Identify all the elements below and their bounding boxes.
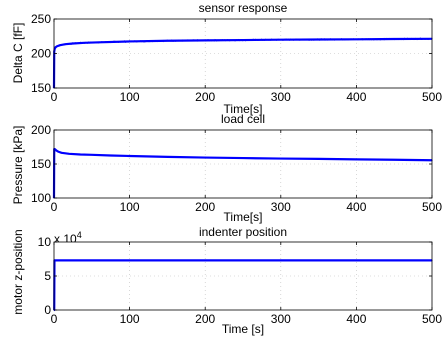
x-axis-label: Time[s] <box>224 102 263 116</box>
x-axis-label: Time[s] <box>224 210 263 224</box>
y-tick-label: 10 <box>38 235 52 249</box>
y-tick-label: 150 <box>31 81 51 95</box>
y-axis-label: Delta C [fF] <box>11 23 25 84</box>
data-point <box>83 42 85 44</box>
x-tick-label: 100 <box>120 90 140 104</box>
data-point <box>79 153 82 156</box>
x-tick-label: 400 <box>346 200 366 214</box>
data-point <box>280 39 282 41</box>
data-point <box>280 157 282 160</box>
data-point <box>55 149 57 151</box>
x-tick-label: 200 <box>195 90 215 104</box>
x-tick-label: 100 <box>120 312 140 326</box>
data-point <box>57 151 60 153</box>
x-tick-label: 100 <box>120 200 140 214</box>
data-point <box>242 39 244 41</box>
x-tick-label: 300 <box>271 312 291 326</box>
y-tick-label: 0 <box>44 303 51 317</box>
data-point <box>110 154 112 157</box>
x-tick-label: 300 <box>271 90 291 104</box>
chart-title: sensor response <box>199 1 288 15</box>
x-axis-label: Time [s] <box>222 322 264 336</box>
x-tick-label: 200 <box>195 200 215 214</box>
data-point <box>204 39 206 41</box>
y-tick-label: 200 <box>31 123 51 137</box>
data-point <box>91 154 93 156</box>
x-tick-label: 500 <box>422 90 442 104</box>
y-tick-label: 5 <box>44 269 51 283</box>
chart-title: load cell <box>221 112 265 126</box>
data-point <box>64 43 66 45</box>
x-tick-label: 500 <box>422 200 442 214</box>
x-tick-label: 0 <box>51 90 58 104</box>
data-point <box>54 48 56 50</box>
x-tick-label: 0 <box>51 312 58 326</box>
data-point <box>98 41 100 43</box>
y-tick-label: 200 <box>31 47 51 61</box>
chart-sensor-response: sensor response Delta C [fF] Time[s] 0 10… <box>11 1 442 116</box>
x-tick-label: 400 <box>346 90 366 104</box>
x-tick-label: 0 <box>51 200 58 214</box>
plot-area <box>54 242 432 310</box>
x-tick-label: 200 <box>195 312 215 326</box>
data-point <box>318 38 320 41</box>
y-exponent-power: 4 <box>77 230 82 240</box>
data-point <box>68 153 70 155</box>
chart-indenter-position: indenter position motor z-position Time … <box>11 225 442 336</box>
y-axis-label: Pressure [kPa] <box>11 126 25 205</box>
data-point <box>129 40 131 43</box>
data-point <box>355 158 357 160</box>
data-point <box>129 155 131 157</box>
data-point <box>355 38 357 40</box>
data-point <box>318 158 320 160</box>
data-point <box>56 45 58 47</box>
data-point <box>242 157 244 159</box>
data-point <box>166 156 168 158</box>
x-tick-label: 400 <box>346 312 366 326</box>
data-point <box>72 42 74 45</box>
data-point <box>59 44 61 46</box>
y-tick-label: 250 <box>31 12 51 26</box>
chart-load-cell: load cell Pressure [kPa] Time[s] 0 100 200… <box>11 112 442 224</box>
data-point <box>166 40 168 42</box>
x-tick-label: 500 <box>422 312 442 326</box>
data-point <box>393 38 395 40</box>
data-point <box>393 159 395 161</box>
plot-area <box>54 19 432 88</box>
data-point <box>60 152 63 154</box>
y-tick-label: 150 <box>31 157 51 171</box>
chart-title: indenter position <box>199 225 287 239</box>
data-point <box>54 46 57 48</box>
data-point <box>54 148 56 150</box>
y-axis-label: motor z-position <box>11 229 25 314</box>
y-tick-label: 100 <box>31 191 51 205</box>
x-tick-label: 300 <box>271 200 291 214</box>
plot-area <box>54 130 432 198</box>
data-point <box>204 156 206 159</box>
